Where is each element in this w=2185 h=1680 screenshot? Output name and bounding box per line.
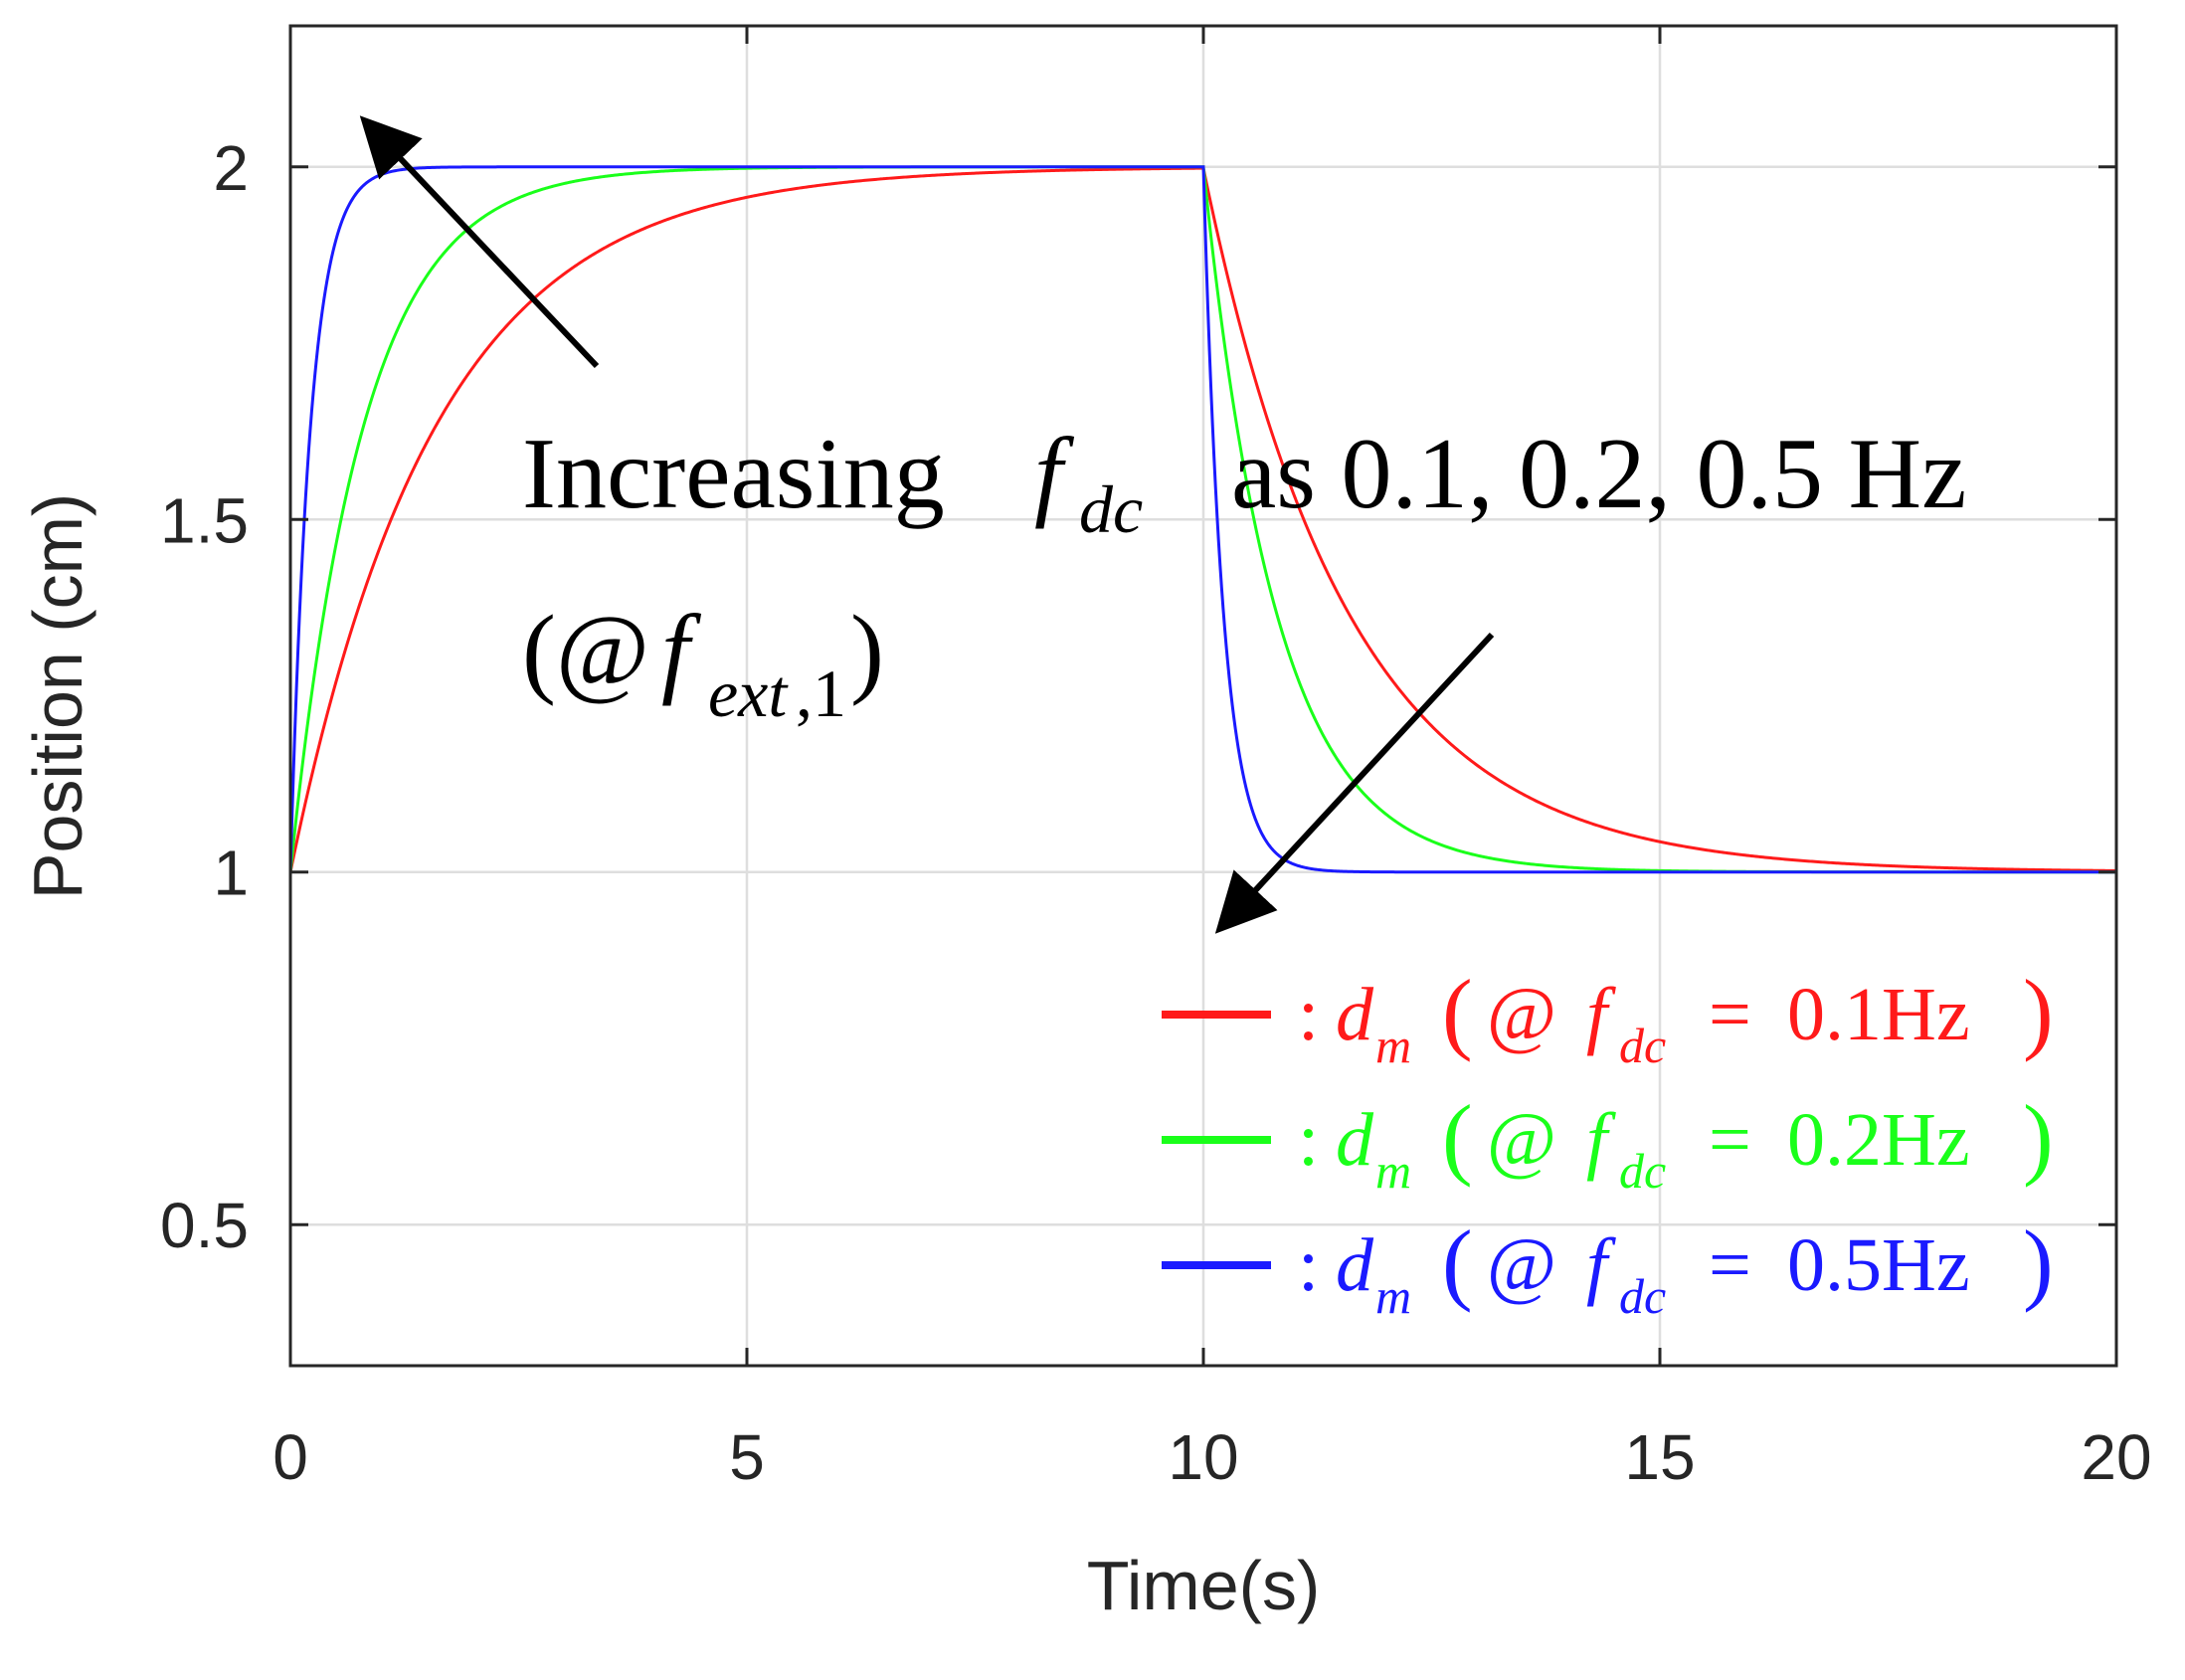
legend-open: ( [1442,961,1473,1062]
legend-close: ) [2023,1212,2054,1313]
y-axis-title: Position (cm) [19,493,96,899]
legend-value-0p1hz: 0.1Hz [1787,973,1970,1056]
legend-colon: : [1298,973,1319,1056]
legend-entry-0p5hz: : d m ( @ f dc = 0.5Hz ) [1162,1212,2054,1330]
legend-open: ( [1442,1212,1473,1313]
legend-entry-0p2hz: : d m ( @ f dc = 0.2Hz ) [1162,1086,2054,1205]
legend-f-sub: dc [1619,1143,1666,1199]
legend-colon: : [1298,1223,1319,1307]
x-axis-title: Time(s) [1087,1547,1321,1624]
series-lines [288,165,2117,874]
axis-ticks [288,26,2118,1366]
annotation-line-2: (@ f ext ,1) [522,595,884,731]
legend-close: ) [2023,1086,2054,1188]
x-tick-label: 15 [1624,1421,1695,1493]
arrow-down-left [1214,632,1495,934]
legend-at: @ [1487,1223,1556,1307]
legend-open: ( [1442,1086,1473,1188]
x-tick-label: 10 [1168,1421,1238,1493]
legend-f: f [1586,1223,1616,1307]
annotation-f-sub: dc [1079,471,1143,547]
y-tick-label: 1 [213,838,249,909]
legend-entry-0p1hz: : d m ( @ f dc = 0.1Hz ) [1162,961,2054,1079]
x-tick-label: 5 [729,1421,765,1493]
legend: : d m ( @ f dc = 0.1Hz ) : d m ( @ f dc [1162,961,2054,1330]
legend-d: d [1336,1098,1374,1182]
svg-text:: d m: : d m ( @ f dc = 0.2Hz ) [1298,1086,2054,1205]
legend-eq: = [1709,973,1751,1056]
y-tick-label: 2 [213,132,249,204]
legend-d-sub: m [1375,1143,1411,1199]
legend-d-sub: m [1375,1268,1411,1324]
legend-eq: = [1709,1098,1751,1182]
series-line-2 [288,165,2116,874]
legend-f: f [1586,1098,1616,1182]
arrow-up-left [359,115,600,369]
x-tick-label: 20 [2081,1421,2151,1493]
legend-value-0p5hz: 0.5Hz [1787,1223,1970,1307]
axis-tick-labels: 0 5 10 15 20 0.5 1 1.5 2 [160,132,2152,1493]
legend-value-0p2hz: 0.2Hz [1787,1098,1970,1182]
legend-f-sub: dc [1619,1268,1666,1324]
annotation-suffix: as 0.1, 0.2, 0.5 Hz [1231,418,1966,530]
legend-f: f [1586,973,1616,1056]
annotation-open: (@ [522,595,649,707]
legend-d: d [1336,973,1374,1056]
annotation-line-1: Increasing f dc as 0.1, 0.2, 0.5 Hz [522,418,1966,547]
svg-text:: d m: : d m ( @ f dc = 0.5Hz ) [1298,1212,2054,1330]
annotation: Increasing f dc as 0.1, 0.2, 0.5 Hz (@ f ext,… [522,418,1966,731]
legend-colon: : [1298,1098,1319,1182]
annotation-prefix: Increasing [522,418,945,530]
svg-text:: d m: : d m ( @ f dc = 0.1Hz ) [1298,961,2054,1079]
annotation-close: ) [850,595,884,707]
annotation-ext-num: ,1 [796,655,846,731]
legend-f-sub: dc [1619,1018,1666,1073]
legend-eq: = [1709,1223,1751,1307]
x-tick-label: 0 [273,1421,308,1493]
legend-at: @ [1487,973,1556,1056]
legend-d: d [1336,1223,1374,1307]
annotation-ext-sub: ext [708,655,789,731]
legend-close: ) [2023,961,2054,1062]
legend-d-sub: m [1375,1018,1411,1073]
legend-at: @ [1487,1098,1556,1182]
y-tick-label: 1.5 [160,484,249,556]
y-tick-label: 0.5 [160,1190,249,1261]
